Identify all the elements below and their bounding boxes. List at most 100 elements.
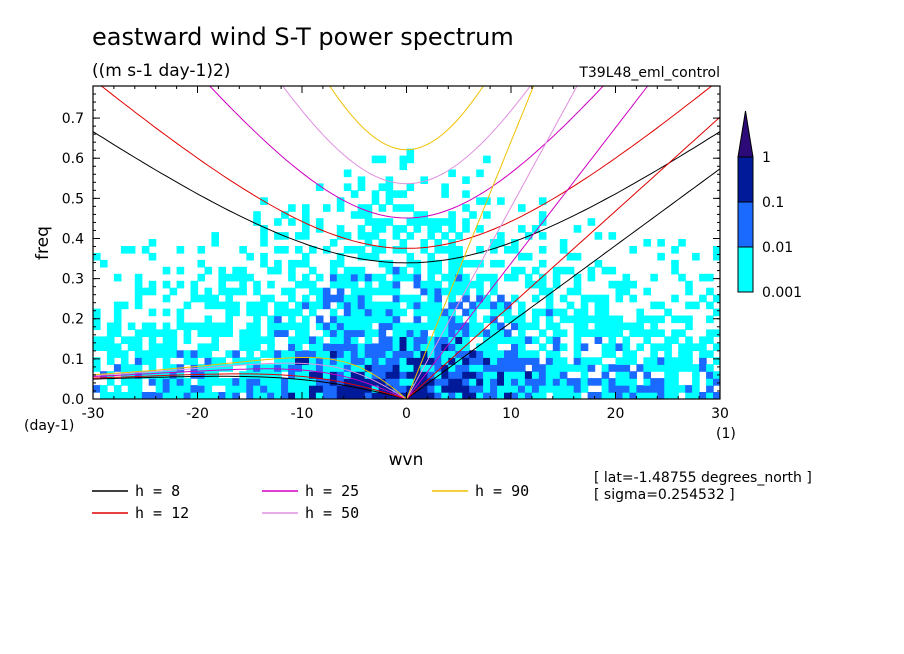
heat-cell [106,336,115,344]
heat-cell [629,350,637,358]
heat-cell [350,190,359,198]
heat-cell [413,280,422,289]
heat-cell [364,378,373,386]
heat-cell [246,378,254,386]
heat-cell [399,308,408,317]
heat-cell [350,273,359,282]
heat-cell [566,315,575,324]
heat-cell [371,301,380,310]
y-tick-label: 0.7 [62,111,84,127]
heat-cell [253,343,261,351]
heat-cell [162,378,171,386]
heat-cell [197,392,206,399]
heat-cell [288,343,296,351]
heat-cell [315,301,324,310]
heat-cell [413,364,422,372]
heat-cell [462,287,470,296]
rossby-curve [93,357,407,399]
heat-cell [650,392,658,399]
heat-cell [490,246,498,254]
heat-cell [281,357,289,365]
heat-cell [524,252,533,261]
heat-cell [350,294,359,303]
heat-cell [120,364,129,372]
heat-cell [587,273,596,282]
heat-cell [406,343,415,351]
heat-cell [329,392,338,399]
heat-cell [329,294,338,303]
heat-cell [476,169,484,178]
heat-cell [545,364,554,372]
heat-cell [253,211,261,219]
heat-cell [504,329,512,337]
heat-cell [587,294,596,303]
heat-cell [483,392,491,399]
heat-cell [566,301,575,310]
heat-cell [336,350,345,358]
heat-cell [302,336,310,344]
heat-cell [643,385,651,393]
heat-cell [267,364,275,372]
heat-cell [608,322,617,331]
heat-cell [420,287,428,296]
heat-cell [239,266,247,275]
heat-cell [399,322,408,331]
heat-cell [239,343,247,351]
heat-cell [573,322,582,331]
heat-cell [190,280,199,289]
heat-cell [434,301,442,310]
heat-cell [246,329,254,337]
heat-cell [162,392,171,399]
heat-cell [253,315,261,324]
heat-cell [190,392,199,399]
heat-cell [657,301,665,310]
heat-cell [260,350,268,358]
heat-cell [183,329,192,337]
heat-cell [580,294,589,303]
heat-cell [706,364,714,372]
heat-cell [504,371,512,379]
heat-cell [267,343,275,351]
heat-cell [420,308,428,317]
heat-cell [336,371,345,379]
x-tick-label: 20 [607,406,625,422]
heat-cell [322,392,331,399]
kelvin-curve [406,86,649,399]
heat-cell [587,266,596,275]
heat-cell [413,308,422,317]
heat-cell [302,252,310,261]
heat-cell [399,385,408,393]
heat-cell [476,294,484,303]
heat-cell [483,315,491,324]
heat-cell [406,232,415,240]
heat-cell [329,239,338,247]
heat-cell [378,329,387,337]
heat-cell [106,329,115,337]
heat-cell [413,225,422,233]
colorbar-label: 0.1 [762,195,784,211]
heat-cell [420,218,428,226]
heat-cell [148,252,157,261]
heat-cell [524,371,533,379]
heat-cell [538,259,547,268]
heat-cell [650,364,658,372]
heat-cell [281,364,289,372]
heat-cell [190,364,199,372]
heat-cell [476,378,484,386]
heat-cell [552,266,561,275]
heat-cell [309,336,317,344]
heat-cell [580,315,589,324]
heat-cell [434,246,442,254]
heat-cell [427,315,435,324]
heat-cell [518,252,526,261]
heat-cell [274,357,282,365]
heat-cell [197,378,206,386]
heat-cell [364,385,373,393]
heat-cell [357,211,366,219]
heat-cell [427,218,435,226]
legend-label: h = 12 [135,504,189,522]
heat-cell [434,308,442,317]
heat-cell [106,371,115,379]
heat-cell [455,350,463,358]
heat-cell [176,266,185,275]
